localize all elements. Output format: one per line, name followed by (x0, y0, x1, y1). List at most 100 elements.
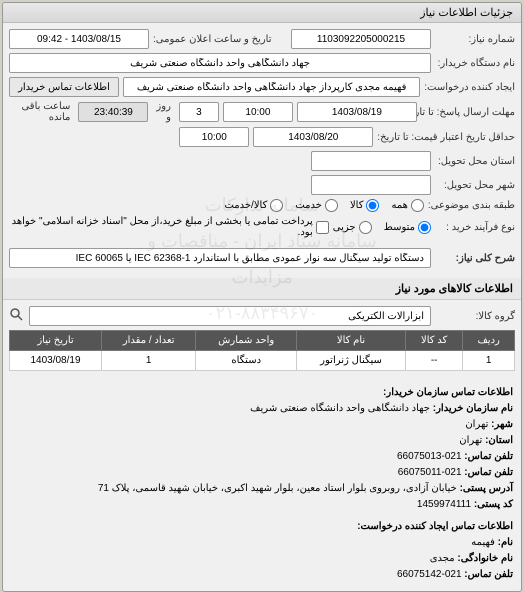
label-postal: کد پستی: (474, 499, 513, 510)
label-goods-group: گروه کالا: (435, 311, 515, 322)
row-delivery-city: شهر محل تحویل: (9, 175, 515, 195)
radio-all[interactable]: همه (391, 199, 423, 212)
label-delivery-state: استان محل تحویل: (435, 156, 515, 167)
row-description: شرح کلی نیاز: (9, 248, 515, 268)
col-count: تعداد / مقدار (102, 331, 196, 351)
input-description[interactable] (9, 248, 431, 268)
input-remaining-days (179, 102, 219, 122)
col-unit: واحد شمارش (196, 331, 297, 351)
radio-medium-label: متوسط (384, 222, 415, 233)
input-buyer-university[interactable] (9, 53, 431, 73)
value-phone1: 021-66075013 (397, 451, 462, 462)
input-price-validity-date[interactable] (253, 127, 373, 147)
label-days-and: روز و (152, 101, 171, 123)
label-delivery-city: شهر محل تحویل: (435, 180, 515, 191)
col-name: نام کالا (297, 331, 406, 351)
radio-partial-label: جزیی (333, 222, 356, 233)
contact-section: اطلاعات تماس سازمان خریدار: نام سازمان خ… (3, 377, 521, 591)
cell-name: سیگنال ژنراتور (297, 351, 406, 371)
radio-goods-label: کالا (350, 200, 364, 211)
input-delivery-state[interactable] (311, 151, 431, 171)
label-purchase-type: نوع فرآیند خرید : (435, 222, 515, 233)
value-org-name: جهاد دانشگاهی واحد دانشگاه صنعتی شریف (250, 403, 430, 414)
cell-unit: دستگاه (196, 351, 297, 371)
checkbox-treasury-label: پرداخت تمامی یا بخشی از مبلغ خرید،از محل… (9, 216, 313, 238)
value-name: فهیمه (471, 537, 495, 548)
value-family: مجدی (430, 553, 455, 564)
label-announce-date: تاریخ و ساعت اعلان عمومی: (153, 34, 272, 45)
label-phone2: تلفن تماس: (464, 467, 513, 478)
radio-medium[interactable]: متوسط (384, 221, 431, 234)
input-request-creator[interactable] (123, 77, 420, 97)
radio-all-label: همه (391, 200, 407, 211)
label-req-phone: تلفن تماس: (464, 569, 513, 580)
row-classification: طبقه بندی موضوعی: همه کالا خدمت کالا/خدم… (9, 199, 515, 212)
label-address: آدرس پستی: (460, 483, 513, 494)
input-price-validity-time[interactable] (179, 127, 249, 147)
label-province: استان: (485, 435, 513, 446)
items-table: ردیف کد کالا نام کالا واحد شمارش تعداد /… (9, 330, 515, 371)
value-address: خیابان آزادی، روبروی بلوار استاد معین، ب… (98, 483, 457, 494)
label-hours-remaining: ساعت باقی مانده (9, 101, 70, 123)
value-city: تهران (465, 419, 488, 430)
label-price-validity: حداقل تاریخ اعتبار قیمت: تا تاریخ: (377, 132, 515, 143)
panel-title: جزئیات اطلاعات نیاز (3, 3, 521, 23)
label-phone: تلفن تماس: (464, 451, 513, 462)
label-response-deadline: مهلت ارسال پاسخ: تا تاریخ: (421, 107, 515, 118)
checkbox-treasury[interactable]: پرداخت تمامی یا بخشی از مبلغ خرید،از محل… (9, 216, 329, 238)
input-goods-group[interactable] (29, 306, 431, 326)
radio-goods-service-label: کالا/خدمت (224, 200, 267, 211)
label-classification: طبقه بندی موضوعی: (428, 200, 515, 211)
cell-count: 1 (102, 351, 196, 371)
radio-goods-service[interactable]: کالا/خدمت (224, 199, 283, 212)
row-goods-group: گروه کالا: (9, 306, 515, 326)
items-body: گروه کالا: ردیف کد کالا نام کالا واحد شم… (3, 300, 521, 377)
col-row: ردیف (463, 331, 515, 351)
label-buyer-university: نام دستگاه خریدار: (435, 58, 515, 69)
row-buyer-university: نام دستگاه خریدار: (9, 53, 515, 73)
label-city: شهر: (491, 419, 513, 430)
input-announce-date[interactable] (9, 29, 149, 49)
table-row[interactable]: 1 -- سیگنال ژنراتور دستگاه 1 1403/08/19 (10, 351, 515, 371)
contact-header1: اطلاعات تماس سازمان خریدار: (383, 387, 513, 398)
input-remaining-time (78, 102, 148, 122)
label-name: نام: (498, 537, 513, 548)
radio-partial[interactable]: جزیی (333, 221, 372, 234)
label-family: نام خانوادگی: (457, 553, 513, 564)
value-province: تهران (459, 435, 482, 446)
search-icon[interactable] (9, 307, 25, 326)
row-price-validity: حداقل تاریخ اعتبار قیمت: تا تاریخ: (9, 127, 515, 147)
row-purchase-type: نوع فرآیند خرید : متوسط جزیی پرداخت تمام… (9, 216, 515, 238)
input-request-number[interactable] (291, 29, 431, 49)
radio-service-label: خدمت (295, 200, 322, 211)
label-description: شرح کلی نیاز: (435, 253, 515, 264)
label-org-name: نام سازمان خریدار: (433, 403, 513, 414)
radio-group-classification: همه کالا خدمت کالا/خدمت (224, 199, 423, 212)
radio-goods[interactable]: کالا (350, 199, 380, 212)
value-postal: 1459974111 (417, 499, 471, 510)
items-section-title: اطلاعات کالاهای مورد نیاز (3, 278, 521, 300)
input-response-time[interactable] (223, 102, 293, 122)
contact-header2: اطلاعات تماس ایجاد کننده درخواست: (357, 521, 513, 532)
radio-group-purchase: متوسط جزیی (333, 221, 431, 234)
label-request-number: شماره نیاز: (435, 34, 515, 45)
col-code: کد کالا (406, 331, 463, 351)
form-body: شماره نیاز: تاریخ و ساعت اعلان عمومی: نا… (3, 23, 521, 278)
cell-date: 1403/08/19 (10, 351, 102, 371)
value-req-phone: 021-66075142 (397, 569, 462, 580)
row-request-creator: ایجاد کننده درخواست: اطلاعات تماس خریدار (9, 77, 515, 97)
input-delivery-city[interactable] (311, 175, 431, 195)
table-header-row: ردیف کد کالا نام کالا واحد شمارش تعداد /… (10, 331, 515, 351)
input-response-date[interactable] (297, 102, 417, 122)
main-panel: جزئیات اطلاعات نیاز شماره نیاز: تاریخ و … (2, 2, 522, 592)
contact-buyer-button[interactable]: اطلاعات تماس خریدار (9, 77, 119, 97)
col-date: تاریخ نیاز (10, 331, 102, 351)
value-phone2: 021-66075011 (398, 467, 462, 478)
row-delivery-state: استان محل تحویل: (9, 151, 515, 171)
cell-code: -- (406, 351, 463, 371)
row-response-deadline: مهلت ارسال پاسخ: تا تاریخ: روز و ساعت با… (9, 101, 515, 123)
label-request-creator: ایجاد کننده درخواست: (424, 82, 515, 93)
cell-row: 1 (463, 351, 515, 371)
radio-service[interactable]: خدمت (295, 199, 338, 212)
row-request-number: شماره نیاز: تاریخ و ساعت اعلان عمومی: (9, 29, 515, 49)
